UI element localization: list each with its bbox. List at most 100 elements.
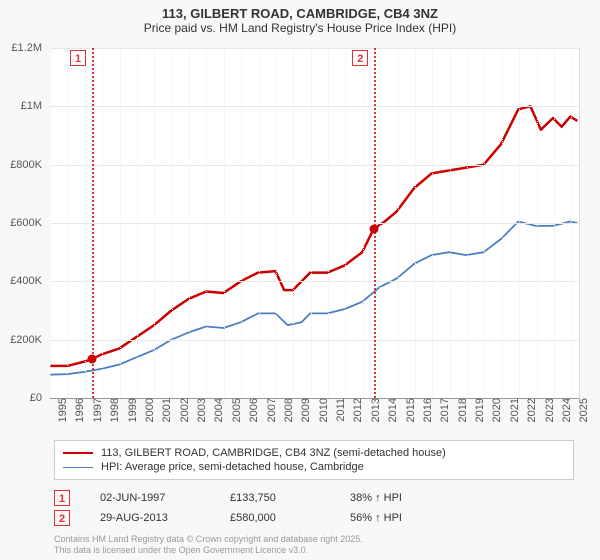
gridline-v xyxy=(484,48,485,398)
sale-marker-line xyxy=(374,48,376,398)
legend-box: 113, GILBERT ROAD, CAMBRIDGE, CB4 3NZ (s… xyxy=(54,440,574,480)
x-axis-label: 2015 xyxy=(401,398,417,422)
gridline-v xyxy=(467,48,468,398)
sale-price: £133,750 xyxy=(230,492,320,504)
sale-marker-2: 2 xyxy=(54,510,70,526)
x-axis-label: 2023 xyxy=(540,398,556,422)
legend-row: 113, GILBERT ROAD, CAMBRIDGE, CB4 3NZ (s… xyxy=(63,447,565,459)
gridline-v xyxy=(224,48,225,398)
x-axis-label: 2004 xyxy=(209,398,225,422)
gridline-v xyxy=(398,48,399,398)
sale-date: 29-AUG-2013 xyxy=(100,512,200,524)
gridline-v xyxy=(189,48,190,398)
gridline-v xyxy=(380,48,381,398)
sale-price: £580,000 xyxy=(230,512,320,524)
gridline-v xyxy=(206,48,207,398)
legend-row: HPI: Average price, semi-detached house,… xyxy=(63,461,565,473)
gridline-v xyxy=(67,48,68,398)
gridline-v xyxy=(554,48,555,398)
x-axis-label: 2025 xyxy=(574,398,590,422)
gridline-v xyxy=(276,48,277,398)
sale-row: 2 29-AUG-2013 £580,000 56% ↑ HPI xyxy=(54,510,402,526)
sale-marker-badge: 1 xyxy=(70,50,86,66)
y-axis-label: £400K xyxy=(10,275,50,287)
gridline-v xyxy=(328,48,329,398)
x-axis-label: 2001 xyxy=(157,398,173,422)
gridline-v xyxy=(120,48,121,398)
sale-row: 1 02-JUN-1997 £133,750 38% ↑ HPI xyxy=(54,490,402,506)
x-axis-label: 1996 xyxy=(70,398,86,422)
x-axis-label: 2021 xyxy=(505,398,521,422)
x-axis-label: 2008 xyxy=(279,398,295,422)
sale-marker-badge: 2 xyxy=(352,50,368,66)
gridline-h xyxy=(50,223,579,224)
x-axis-label: 2011 xyxy=(331,398,347,422)
y-axis-label: £800K xyxy=(10,159,50,171)
gridline-v xyxy=(172,48,173,398)
x-axis-label: 2003 xyxy=(192,398,208,422)
sale-marker-1: 1 xyxy=(54,490,70,506)
gridline-v xyxy=(137,48,138,398)
gridline-v xyxy=(259,48,260,398)
legend-swatch-hpi xyxy=(63,467,93,468)
gridline-v xyxy=(102,48,103,398)
y-axis-label: £1M xyxy=(21,100,50,112)
x-axis-label: 2017 xyxy=(435,398,451,422)
x-axis-label: 2016 xyxy=(418,398,434,422)
x-axis-label: 2019 xyxy=(470,398,486,422)
gridline-v xyxy=(85,48,86,398)
gridline-v xyxy=(363,48,364,398)
x-axis-label: 2012 xyxy=(348,398,364,422)
gridline-v xyxy=(293,48,294,398)
x-axis-label: 2024 xyxy=(557,398,573,422)
sale-marker-dot xyxy=(88,354,97,363)
gridline-v xyxy=(519,48,520,398)
x-axis-label: 1995 xyxy=(53,398,69,422)
gridline-v xyxy=(537,48,538,398)
gridline-v xyxy=(502,48,503,398)
x-axis-label: 2005 xyxy=(227,398,243,422)
x-axis-label: 1997 xyxy=(88,398,104,422)
sale-delta: 38% ↑ HPI xyxy=(350,492,402,504)
x-axis-label: 2007 xyxy=(262,398,278,422)
sales-table: 1 02-JUN-1997 £133,750 38% ↑ HPI 2 29-AU… xyxy=(54,486,402,530)
sale-date: 02-JUN-1997 xyxy=(100,492,200,504)
gridline-h xyxy=(50,165,579,166)
y-axis-label: £0 xyxy=(30,392,50,404)
gridline-v xyxy=(50,48,51,398)
y-axis-label: £600K xyxy=(10,217,50,229)
sale-marker-dot xyxy=(370,224,379,233)
gridline-h xyxy=(50,48,579,49)
title-line1: 113, GILBERT ROAD, CAMBRIDGE, CB4 3NZ xyxy=(0,6,600,21)
y-axis-label: £200K xyxy=(10,334,50,346)
legend-swatch-price-paid xyxy=(63,452,93,454)
plot-area: £0£200K£400K£600K£800K£1M£1.2M1995199619… xyxy=(50,48,580,398)
gridline-v xyxy=(415,48,416,398)
gridline-v xyxy=(450,48,451,398)
series-line-hpi xyxy=(50,222,577,375)
legend-label-hpi: HPI: Average price, semi-detached house,… xyxy=(101,461,364,473)
footer-line1: Contains HM Land Registry data © Crown c… xyxy=(54,534,363,545)
x-axis-label: 2022 xyxy=(522,398,538,422)
x-axis-label: 2002 xyxy=(175,398,191,422)
x-axis-label: 1998 xyxy=(105,398,121,422)
gridline-v xyxy=(571,48,572,398)
x-axis-label: 1999 xyxy=(123,398,139,422)
sale-delta: 56% ↑ HPI xyxy=(350,512,402,524)
gridline-h xyxy=(50,106,579,107)
gridline-v xyxy=(345,48,346,398)
x-axis-label: 2018 xyxy=(453,398,469,422)
title-line2: Price paid vs. HM Land Registry's House … xyxy=(0,21,600,35)
x-axis-label: 2014 xyxy=(383,398,399,422)
x-axis-label: 2006 xyxy=(244,398,260,422)
gridline-h xyxy=(50,340,579,341)
x-axis-label: 2000 xyxy=(140,398,156,422)
chart-title-block: 113, GILBERT ROAD, CAMBRIDGE, CB4 3NZ Pr… xyxy=(0,0,600,35)
footer-line2: This data is licensed under the Open Gov… xyxy=(54,545,363,556)
y-axis-label: £1.2M xyxy=(11,42,50,54)
gridline-v xyxy=(154,48,155,398)
footer-attribution: Contains HM Land Registry data © Crown c… xyxy=(54,534,363,556)
gridline-h xyxy=(50,281,579,282)
gridline-v xyxy=(432,48,433,398)
series-line-price_paid xyxy=(50,106,577,366)
